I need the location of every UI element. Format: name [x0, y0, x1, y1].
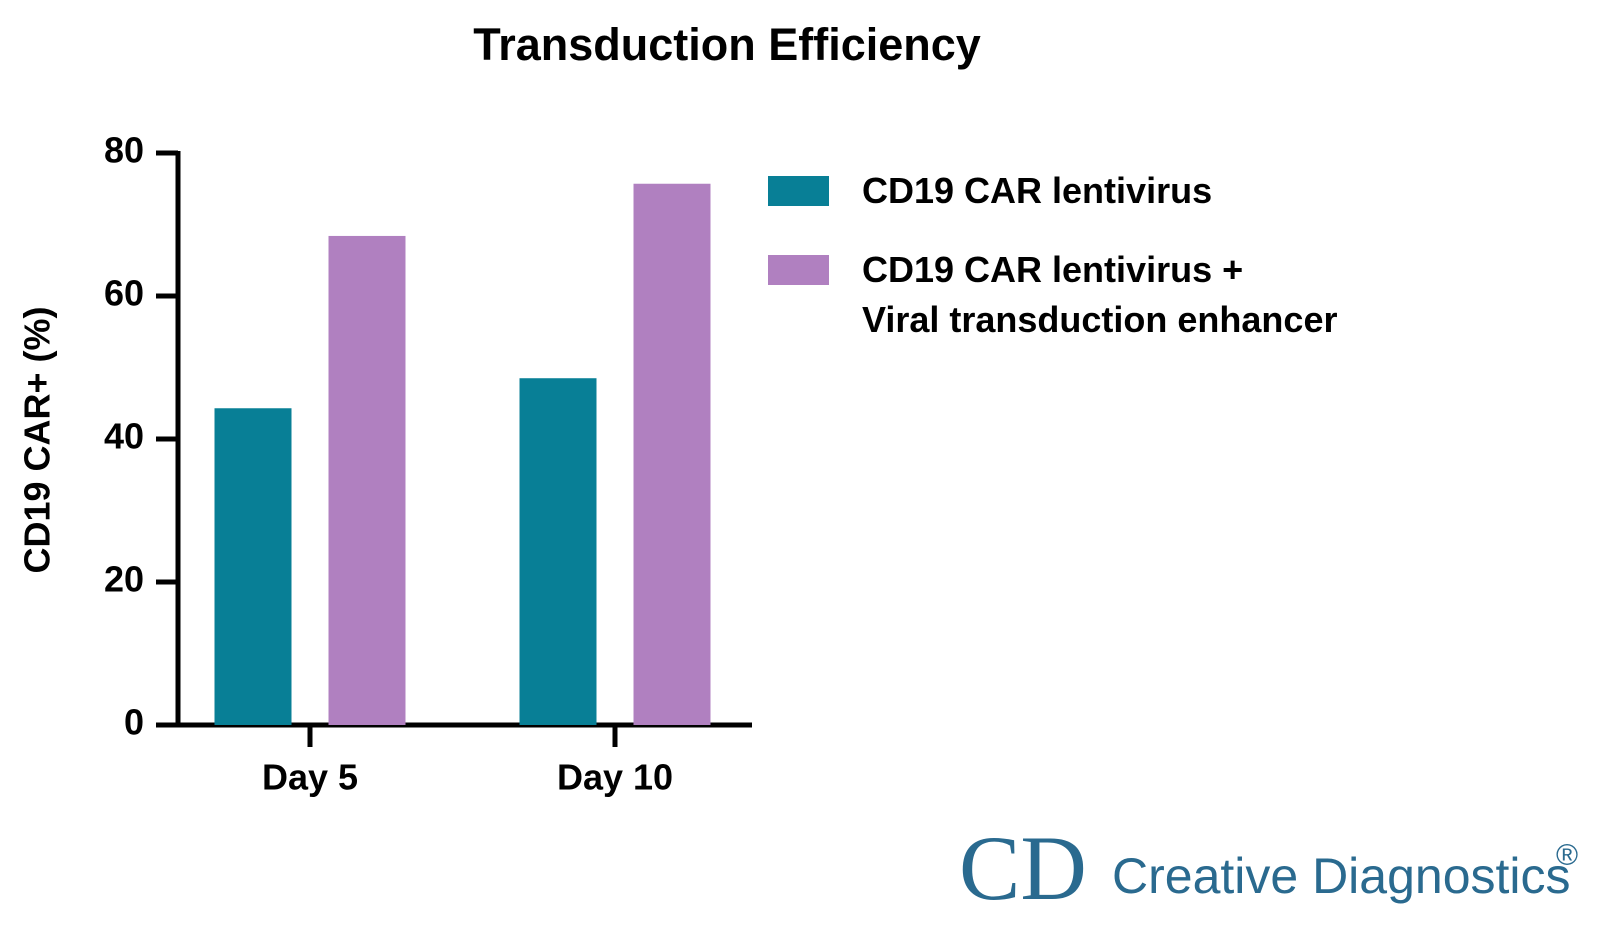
x-tick-label: Day 5: [262, 757, 358, 798]
y-axis-label: CD19 CAR+ (%): [17, 306, 58, 573]
y-tick-label: 0: [124, 702, 144, 743]
legend-swatch: [768, 176, 829, 206]
y-tick-label: 80: [104, 130, 144, 171]
y-tick-label: 60: [104, 273, 144, 314]
bar: [519, 378, 597, 725]
logo-name: Creative Diagnostics: [1112, 848, 1571, 904]
x-tick-label: Day 10: [557, 757, 673, 798]
legend-label: CD19 CAR lentivirus: [862, 170, 1213, 211]
y-tick-label: 20: [104, 559, 144, 600]
legend-swatch: [768, 255, 829, 285]
logo-registered: ®: [1556, 839, 1578, 872]
legend-label: CD19 CAR lentivirus + Viral transduction…: [862, 249, 1338, 340]
logo-mark: CD: [959, 817, 1087, 919]
bar: [328, 235, 406, 725]
y-tick-label: 40: [104, 416, 144, 457]
bar: [214, 408, 292, 725]
chart-title: Transduction Efficiency: [473, 19, 981, 70]
bar: [633, 183, 711, 725]
